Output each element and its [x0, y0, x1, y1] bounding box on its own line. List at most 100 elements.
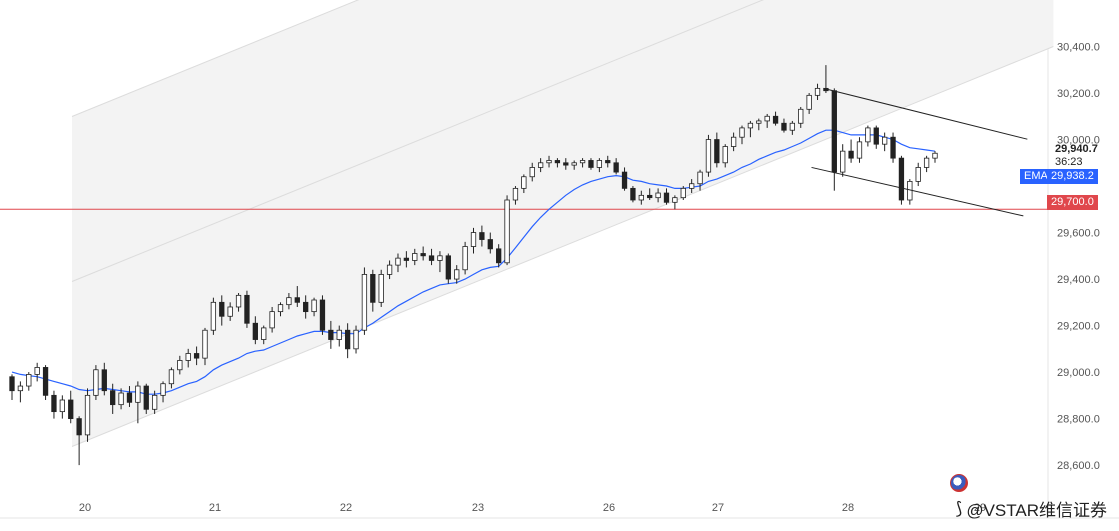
rising-channel-band — [72, 0, 1054, 447]
candle-down — [68, 399, 74, 420]
candle-up — [722, 146, 728, 164]
candle-down — [848, 150, 854, 159]
watermark-text: @VSTAR维信证券 — [966, 501, 1107, 520]
watermark-logo-icon: ⟆ — [955, 498, 963, 518]
ema-line — [11, 129, 936, 395]
candle-down — [303, 301, 309, 313]
ema-label-tag: EMA — [1020, 169, 1052, 184]
candle-up — [571, 162, 577, 166]
y-tick-label: 30,400.0 — [1057, 42, 1100, 54]
candle-up — [638, 194, 644, 201]
candle-up — [705, 139, 712, 173]
candle-up — [93, 369, 99, 396]
candle-up — [395, 257, 401, 266]
candle-up — [537, 162, 544, 168]
descending-channel-lower-line — [811, 166, 1024, 217]
y-tick-label: 29,400.0 — [1057, 274, 1100, 286]
candle-up — [59, 399, 65, 413]
candle-up — [546, 160, 552, 164]
candle-up — [915, 167, 921, 182]
candle-up — [579, 160, 586, 164]
y-tick-label: 30,000.0 — [1057, 135, 1100, 147]
candle-down — [370, 274, 376, 303]
candle-up — [202, 329, 208, 359]
candle-up — [806, 94, 812, 110]
candle-up — [311, 299, 317, 313]
y-tick-label: 28,600.0 — [1057, 460, 1100, 472]
candle-down — [344, 329, 351, 350]
candle-up — [454, 269, 460, 280]
candle-down — [101, 369, 107, 392]
candle-down — [319, 299, 326, 331]
candle-down — [890, 136, 896, 159]
candle-up — [697, 171, 703, 185]
candle-down — [76, 418, 82, 436]
candle-up — [378, 274, 384, 303]
candle-down — [244, 294, 250, 324]
candle-up — [756, 120, 762, 124]
candle-down — [630, 187, 636, 201]
candle-up — [210, 301, 217, 331]
candle-up — [680, 187, 686, 199]
candle-down — [496, 248, 502, 264]
candle-up — [596, 160, 603, 168]
candle-up — [286, 297, 292, 306]
candle-up — [160, 383, 166, 396]
candle-up — [672, 197, 678, 203]
candle-down — [126, 392, 133, 403]
y-tick-label: 29,000.0 — [1057, 367, 1100, 379]
candle-up — [512, 187, 519, 201]
candle-up — [336, 329, 342, 340]
y-tick-label: 30,200.0 — [1057, 88, 1100, 100]
ema-value-tag: 29,938.2 — [1047, 169, 1098, 184]
candle-down — [193, 353, 200, 359]
candle-up — [764, 115, 770, 122]
candle-down — [445, 255, 451, 280]
candle-up — [185, 353, 191, 361]
candle-up — [932, 152, 938, 159]
candle-up — [923, 157, 930, 168]
candle-down — [479, 232, 485, 240]
candle-up — [856, 141, 863, 159]
candle-down — [9, 376, 15, 392]
y-tick-label: 29,200.0 — [1057, 321, 1100, 333]
candle-down — [873, 127, 879, 145]
candle-up — [730, 136, 737, 147]
x-tick-label: 29 — [974, 502, 986, 514]
candle-down — [420, 253, 426, 257]
candle-up — [437, 255, 443, 261]
candle-up — [353, 329, 359, 350]
candle-down — [252, 322, 258, 340]
rising-channel-mid-line — [71, 0, 765, 282]
candle-up — [227, 306, 233, 317]
candle-up — [235, 294, 242, 308]
candle-up — [689, 183, 695, 189]
candle-up — [84, 394, 91, 436]
candle-up — [269, 311, 275, 329]
flag-icon — [950, 474, 968, 492]
last-price-value: 29,940.7 — [1055, 143, 1098, 155]
candle-down — [563, 162, 569, 166]
candle-up — [168, 369, 175, 385]
candle-down — [403, 257, 410, 261]
candle-down — [428, 255, 435, 261]
candle-up — [747, 122, 754, 129]
candle-up — [135, 385, 141, 403]
candle-up — [739, 127, 745, 138]
candle-up — [840, 150, 846, 173]
candle-down — [143, 385, 149, 410]
x-tick-label: 22 — [340, 502, 352, 514]
candle-up — [789, 122, 796, 131]
x-tick-label: 21 — [209, 502, 221, 514]
rising-channel-upper-line — [71, 0, 360, 117]
descending-channel-upper-line — [823, 87, 1028, 140]
candle-up — [462, 246, 468, 271]
candle-up — [412, 253, 418, 261]
candle-down — [714, 139, 720, 164]
candle-up — [504, 199, 510, 264]
candle-up — [798, 108, 804, 124]
candle-up — [277, 304, 284, 313]
candle-up — [470, 232, 477, 247]
y-tick-label: 29,600.0 — [1057, 228, 1100, 240]
